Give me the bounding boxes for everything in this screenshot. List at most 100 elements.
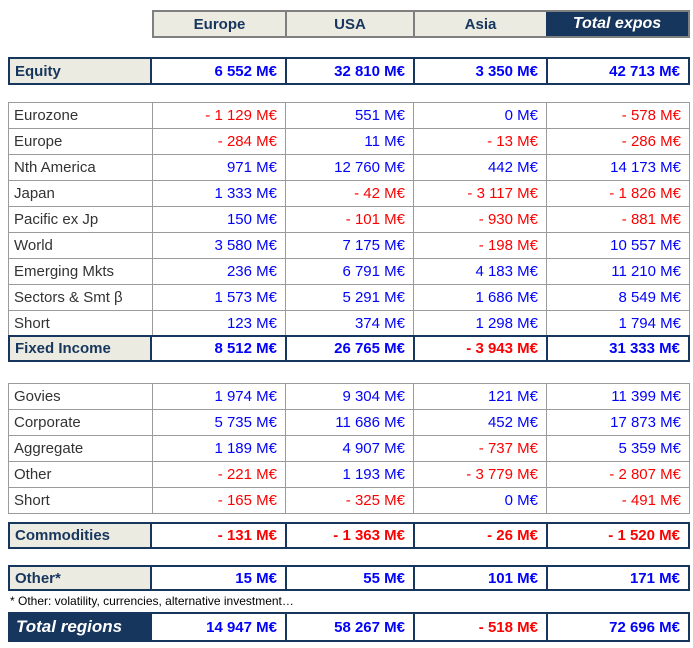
table-row-eurozone: Eurozone - 1 129 M€ 551 M€ 0 M€ - 578 M€ — [9, 103, 689, 128]
value-cell: - 578 M€ — [546, 103, 689, 128]
value-cell: 14 173 M€ — [546, 155, 689, 180]
column-header-europe: Europe — [193, 15, 246, 33]
table-row-aggregate: Aggregate 1 189 M€ 4 907 M€ - 737 M€ 5 3… — [9, 435, 689, 461]
value-cell: - 284 M€ — [152, 129, 285, 154]
value-cell: 9 304 M€ — [285, 384, 413, 409]
section-row-equity: Equity 6 552 M€ 32 810 M€ 3 350 M€ 42 71… — [8, 57, 690, 85]
section-row-total-regions: Total regions 14 947 M€ 58 267 M€ - 518 … — [8, 612, 690, 642]
value-cell: 17 873 M€ — [546, 410, 689, 435]
value-cell: 32 810 M€ — [285, 59, 413, 83]
value-cell: 58 267 M€ — [285, 614, 413, 640]
table-row-japan: Japan 1 333 M€ - 42 M€ - 3 117 M€ - 1 82… — [9, 180, 689, 206]
value-cell: 1 686 M€ — [413, 285, 546, 310]
value-cell: 1 298 M€ — [413, 311, 546, 336]
value-cell: 6 791 M€ — [285, 259, 413, 284]
value-cell: - 1 826 M€ — [546, 181, 689, 206]
value-cell: 1 974 M€ — [152, 384, 285, 409]
column-header-asia: Asia — [413, 12, 546, 36]
value-cell: - 198 M€ — [413, 233, 546, 258]
value-cell: - 1 129 M€ — [152, 103, 285, 128]
value-cell: 6 552 M€ — [214, 62, 277, 80]
value-cell: - 881 M€ — [546, 207, 689, 232]
value-cell: 55 M€ — [285, 567, 413, 589]
value-cell: - 101 M€ — [285, 207, 413, 232]
table-row-fi-short: Short - 165 M€ - 325 M€ 0 M€ - 491 M€ — [9, 487, 689, 513]
value-cell: - 26 M€ — [413, 524, 546, 547]
table-row-fi-other: Other - 221 M€ 1 193 M€ - 3 779 M€ - 2 8… — [9, 461, 689, 487]
value-cell: 0 M€ — [413, 103, 546, 128]
row-label: World — [14, 237, 53, 254]
value-cell: 442 M€ — [413, 155, 546, 180]
value-cell: - 165 M€ — [152, 488, 285, 513]
row-label: Sectors & Smt β — [14, 289, 123, 306]
value-cell: 0 M€ — [413, 488, 546, 513]
value-cell: 5 735 M€ — [152, 410, 285, 435]
value-cell: 101 M€ — [413, 567, 546, 589]
value-cell: 11 399 M€ — [546, 384, 689, 409]
value-cell: 10 557 M€ — [546, 233, 689, 258]
value-cell: - 221 M€ — [152, 462, 285, 487]
section-row-fixed-income: Fixed Income 8 512 M€ 26 765 M€ - 3 943 … — [8, 335, 690, 362]
value-cell: 551 M€ — [285, 103, 413, 128]
value-cell: 374 M€ — [285, 311, 413, 336]
value-cell: 236 M€ — [152, 259, 285, 284]
value-cell: - 491 M€ — [546, 488, 689, 513]
value-cell: - 286 M€ — [546, 129, 689, 154]
row-label: Eurozone — [14, 107, 79, 124]
value-cell: 11 686 M€ — [285, 410, 413, 435]
row-label: Japan — [14, 185, 55, 202]
section-label-fixed-income: Fixed Income — [10, 337, 152, 360]
row-label: Govies — [14, 388, 61, 405]
row-label: Short — [14, 315, 50, 332]
value-cell: 171 M€ — [546, 567, 688, 589]
value-cell: 1 189 M€ — [152, 436, 285, 461]
value-cell: 72 696 M€ — [546, 614, 688, 640]
row-label: Europe — [14, 133, 63, 150]
row-label: Pacific ex Jp — [14, 211, 99, 228]
table-row-europe: Europe - 284 M€ 11 M€ - 13 M€ - 286 M€ — [9, 128, 689, 154]
value-cell: 4 183 M€ — [413, 259, 546, 284]
value-cell: 150 M€ — [152, 207, 285, 232]
table-row-nth-america: Nth America 971 M€ 12 760 M€ 442 M€ 14 1… — [9, 154, 689, 180]
value-cell: 123 M€ — [152, 311, 285, 336]
value-cell: - 3 943 M€ — [413, 337, 546, 360]
value-cell: - 325 M€ — [285, 488, 413, 513]
value-cell: 26 765 M€ — [285, 337, 413, 360]
row-label: Aggregate — [14, 440, 84, 457]
value-cell: 4 907 M€ — [285, 436, 413, 461]
table-row-pacific-ex-jp: Pacific ex Jp 150 M€ - 101 M€ - 930 M€ -… — [9, 206, 689, 232]
value-cell: 5 291 M€ — [285, 285, 413, 310]
footnote: * Other: volatility, currencies, alterna… — [10, 594, 294, 608]
row-label: Other — [14, 466, 52, 483]
column-header-total-expos: Total expos — [546, 12, 688, 36]
value-cell: 5 359 M€ — [546, 436, 689, 461]
section-label-total-regions: Total regions — [10, 614, 152, 640]
column-header-row: Europe USA Asia Total expos — [152, 10, 690, 38]
value-cell: 8 512 M€ — [214, 340, 277, 357]
value-cell: 452 M€ — [413, 410, 546, 435]
row-label: Nth America — [14, 159, 96, 176]
value-cell: 7 175 M€ — [285, 233, 413, 258]
fixed-income-subtable: Govies 1 974 M€ 9 304 M€ 121 M€ 11 399 M… — [8, 383, 690, 514]
value-cell: - 1 520 M€ — [546, 524, 688, 547]
value-cell: - 737 M€ — [413, 436, 546, 461]
value-cell: 11 210 M€ — [546, 259, 689, 284]
value-cell: - 3 117 M€ — [413, 181, 546, 206]
equity-subtable: Eurozone - 1 129 M€ 551 M€ 0 M€ - 578 M€… — [8, 102, 690, 337]
table-row-sectors-smart-beta: Sectors & Smt β 1 573 M€ 5 291 M€ 1 686 … — [9, 284, 689, 310]
value-cell: - 131 M€ — [217, 527, 277, 544]
section-label-other: Other* — [10, 567, 152, 589]
value-cell: - 930 M€ — [413, 207, 546, 232]
value-cell: - 13 M€ — [413, 129, 546, 154]
section-row-commodities: Commodities - 131 M€ - 1 363 M€ - 26 M€ … — [8, 522, 690, 549]
row-label: Corporate — [14, 414, 81, 431]
row-label: Short — [14, 492, 50, 509]
table-row-emerging-mkts: Emerging Mkts 236 M€ 6 791 M€ 4 183 M€ 1… — [9, 258, 689, 284]
row-label: Emerging Mkts — [14, 263, 115, 280]
value-cell: - 3 779 M€ — [413, 462, 546, 487]
value-cell: 121 M€ — [413, 384, 546, 409]
section-row-other: Other* 15 M€ 55 M€ 101 M€ 171 M€ — [8, 565, 690, 591]
section-label-commodities: Commodities — [10, 524, 152, 547]
value-cell: 15 M€ — [235, 569, 277, 587]
